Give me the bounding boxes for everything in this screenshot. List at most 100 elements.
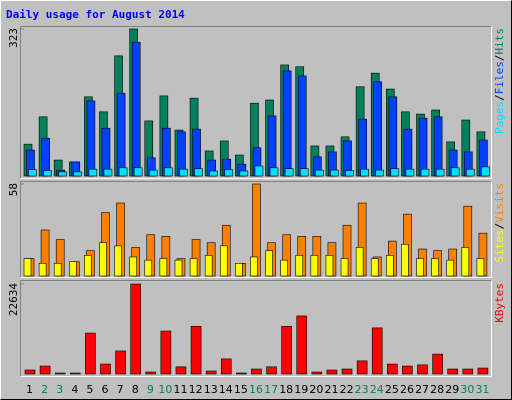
x-tick-label: 27	[415, 383, 429, 396]
bar	[340, 258, 349, 277]
panel-bevel-dark	[20, 181, 492, 278]
bar	[219, 245, 228, 277]
bar	[375, 169, 385, 177]
bar	[145, 371, 157, 375]
bar	[130, 283, 141, 375]
bar	[250, 256, 258, 277]
bar	[360, 168, 369, 177]
x-tick-label: 30	[460, 383, 474, 396]
bar	[148, 169, 158, 177]
bar	[462, 368, 474, 375]
bar	[326, 369, 338, 375]
bar	[85, 332, 96, 375]
legend-entry: Files	[493, 61, 506, 94]
panel	[20, 280, 492, 377]
bar	[402, 365, 413, 375]
bar	[401, 243, 409, 277]
bar	[432, 353, 443, 375]
bar	[205, 370, 217, 375]
bar	[114, 245, 122, 277]
x-tick-label: 20	[309, 383, 323, 396]
bar	[481, 166, 490, 177]
bar	[282, 70, 292, 177]
bar	[433, 116, 443, 177]
legend-entry: KBytes	[493, 283, 506, 323]
bar	[295, 255, 304, 277]
bar	[371, 327, 383, 375]
bar	[435, 168, 445, 177]
bar	[69, 372, 81, 375]
x-tick-label: 21	[324, 383, 338, 396]
bar	[330, 169, 339, 177]
bar	[131, 41, 141, 177]
bar	[209, 170, 218, 177]
bar	[466, 168, 475, 177]
panel-bevel-light	[20, 181, 492, 278]
bar	[84, 255, 92, 277]
panel-bevel-light	[20, 26, 492, 179]
legend: Pages/Files/Hits	[493, 28, 506, 134]
bar	[174, 259, 183, 277]
bar	[220, 358, 232, 375]
bar	[266, 366, 277, 375]
bar	[370, 258, 379, 277]
bar	[280, 259, 288, 277]
bar	[388, 96, 398, 177]
bar	[129, 256, 137, 277]
bar	[476, 258, 485, 277]
bar	[267, 115, 277, 177]
bar	[315, 169, 324, 177]
bar	[265, 250, 273, 277]
bar	[115, 350, 126, 375]
x-tick-label: 28	[430, 383, 444, 396]
x-tick-label: 18	[279, 383, 293, 396]
bar	[297, 75, 307, 177]
bar	[179, 168, 188, 177]
bar	[88, 168, 98, 177]
bar	[204, 255, 213, 277]
x-tick-label: 15	[234, 383, 248, 396]
x-tick-label: 7	[117, 383, 124, 396]
y-tick-label: 22634	[7, 283, 20, 316]
bar	[356, 360, 368, 375]
bar	[325, 255, 334, 277]
bar	[418, 117, 428, 177]
bar	[101, 127, 111, 177]
bar	[73, 171, 83, 177]
bar	[54, 372, 66, 375]
bar	[386, 255, 394, 277]
x-tick-label: 14	[219, 383, 233, 396]
bar	[190, 325, 202, 375]
bar	[420, 168, 430, 177]
panel-bevel-light	[20, 280, 492, 377]
bar	[450, 167, 460, 177]
bar	[236, 372, 247, 375]
bar	[461, 247, 470, 277]
x-tick-label: 12	[189, 383, 203, 396]
bar	[296, 315, 308, 375]
bar	[175, 366, 187, 375]
bar	[355, 247, 364, 277]
bar	[43, 170, 52, 177]
bar	[310, 255, 319, 277]
bar	[99, 242, 107, 277]
x-tick-label: 17	[264, 383, 278, 396]
bar	[159, 258, 168, 277]
x-tick-label: 23	[355, 383, 369, 396]
bar	[417, 364, 428, 375]
legend-entry: Pages	[493, 101, 506, 134]
bar	[477, 367, 489, 375]
bar	[251, 368, 262, 375]
x-tick-label: 5	[86, 383, 93, 396]
bar	[86, 100, 96, 177]
bar	[68, 261, 77, 277]
bar	[39, 365, 51, 375]
x-tick-label: 22	[340, 383, 354, 396]
x-tick-label: 29	[445, 383, 459, 396]
bar	[447, 368, 459, 375]
bar	[23, 258, 32, 277]
bar	[28, 169, 37, 177]
bar	[269, 167, 279, 177]
bar	[144, 259, 153, 277]
